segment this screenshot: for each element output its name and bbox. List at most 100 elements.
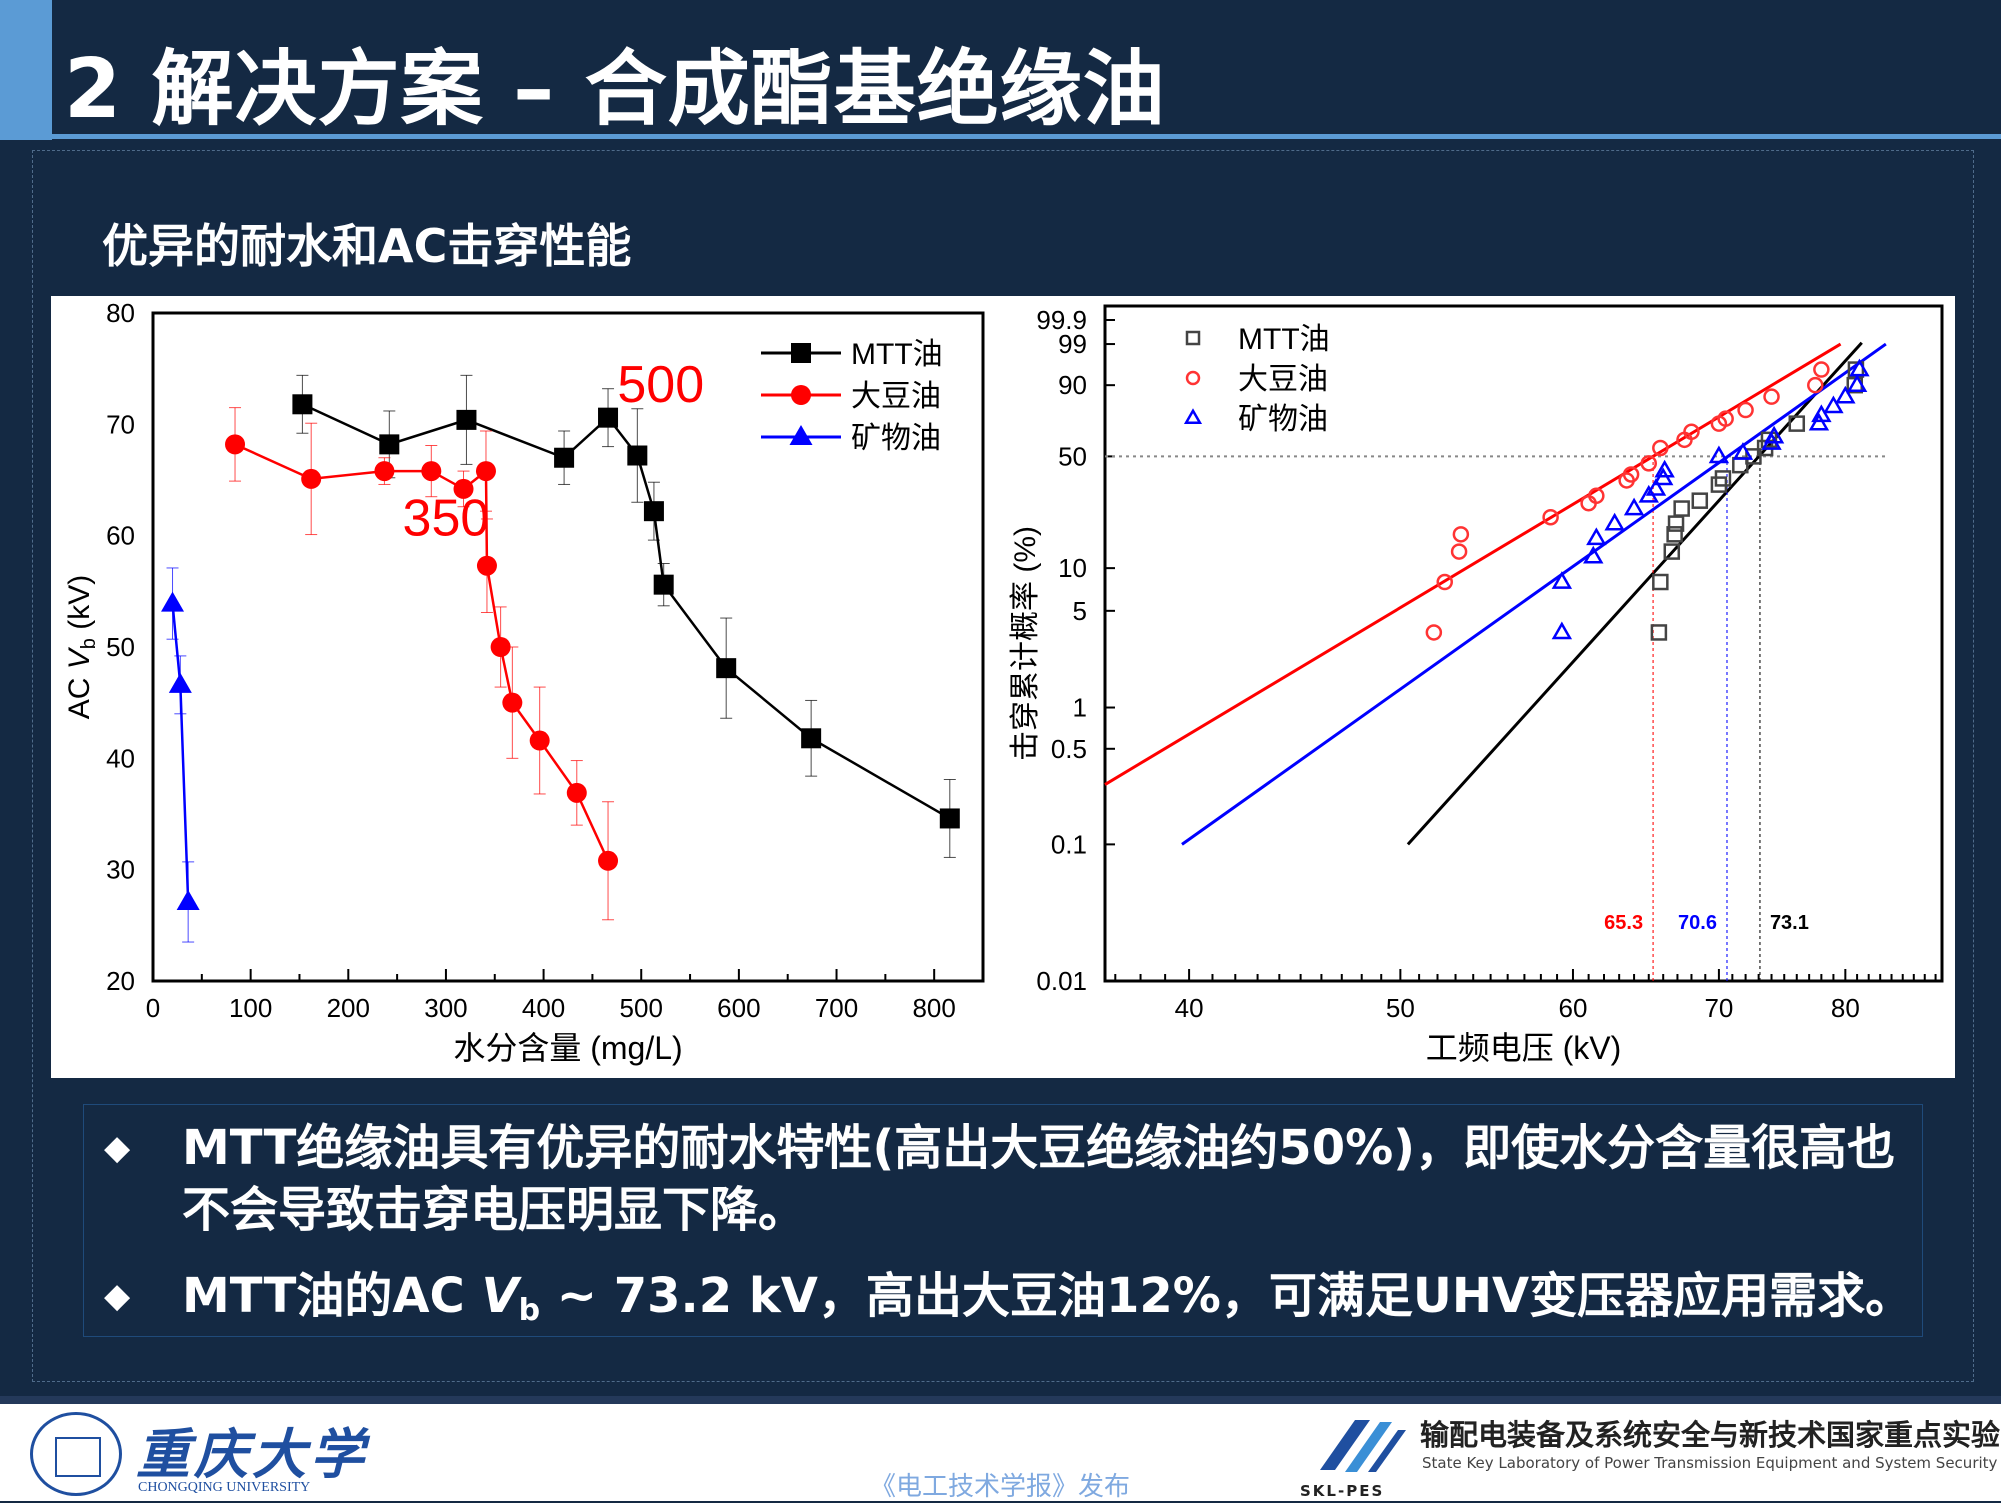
y-tick-label: 0.5 — [1051, 734, 1087, 764]
y-tick-label: 80 — [106, 298, 135, 328]
y-tick-label: 10 — [1058, 553, 1087, 583]
data-point — [1788, 415, 1806, 432]
annotation: 500 — [617, 356, 704, 414]
publisher-text: 《电工技术学报》发布 — [870, 1472, 1131, 1502]
x-tick-label: 200 — [327, 993, 370, 1023]
data-point — [1654, 459, 1675, 478]
data-point — [1846, 374, 1868, 393]
legend-marker — [791, 343, 811, 363]
data-point — [1714, 470, 1732, 487]
diamond-icon: ◆ — [104, 1276, 131, 1316]
bullet-text: MTT绝缘油具有优异的耐水特性(高出大豆绝缘油约50%)，即使水分含量很高也不会… — [182, 1120, 1896, 1238]
series-line — [234, 443, 610, 862]
data-point — [453, 478, 474, 499]
data-point — [1604, 512, 1625, 531]
data-point — [1717, 410, 1734, 427]
legend-label: MTT油 — [1238, 323, 1330, 356]
x-axis-label: 工频电压 (kV) — [1426, 1030, 1622, 1066]
data-point — [939, 808, 960, 829]
data-point — [301, 468, 322, 489]
fit-line — [1181, 342, 1887, 846]
data-point — [1691, 492, 1709, 509]
data-point — [161, 591, 185, 612]
data-point — [1813, 361, 1830, 378]
y-tick-label: 99 — [1058, 329, 1087, 359]
data-point — [1645, 478, 1667, 496]
data-point — [1652, 439, 1669, 457]
data-point — [1452, 526, 1470, 543]
data-point — [1542, 508, 1559, 526]
university-en-name: CHONGQING UNIVERSITY — [138, 1480, 311, 1495]
bullet-text-pre: MTT油的AC — [182, 1268, 482, 1324]
moisture-vs-breakdown-chart: 0 100 200 300 400 500 600 700 800 20 30 40 50 60 70 80 水… — [51, 296, 995, 1078]
data-point — [1650, 624, 1668, 641]
bullet-text: MTT油的AC Vb ~ 73.2 kV，高出大豆油12%，可满足UHV变压器应… — [182, 1265, 1922, 1342]
data-point — [476, 555, 497, 576]
y-tick-label: 60 — [106, 521, 135, 551]
data-point — [490, 637, 511, 657]
data-point — [1425, 624, 1443, 641]
footer-divider — [0, 1396, 2001, 1404]
data-point — [374, 461, 395, 482]
title-accent-bar — [0, 0, 52, 140]
data-point — [1763, 425, 1785, 444]
x-tick-label: 0 — [146, 993, 160, 1023]
y-axis-label: AC Vb (kV) — [63, 575, 100, 719]
data-point — [1663, 543, 1681, 560]
legend-label: 矿物油 — [1238, 403, 1328, 436]
chart1-svg: 0 100 200 300 400 500 600 700 800 20 30 40 50 60 70 80 水… — [63, 298, 985, 1066]
bullet-sub: b — [518, 1293, 541, 1328]
data-point — [1760, 431, 1778, 449]
fit-line — [1406, 341, 1863, 846]
bullet-var: V — [481, 1268, 519, 1324]
y-tick-label: 90 — [1058, 370, 1087, 400]
data-point — [1551, 571, 1573, 589]
y-axis-label: 击穿累计概率 (%) — [1009, 526, 1042, 761]
title-divider — [52, 134, 2001, 139]
data-point — [1588, 487, 1605, 505]
x-tick-label: 600 — [717, 993, 760, 1023]
p50-label: 70.6 — [1678, 912, 1717, 934]
legend-marker — [791, 385, 811, 405]
data-point — [502, 692, 523, 713]
data-point — [1849, 358, 1870, 377]
data-point — [1622, 466, 1640, 483]
section-subtitle: 优异的耐水和AC击穿性能 — [102, 219, 632, 273]
data-point — [598, 850, 619, 871]
y-tick-label: 30 — [106, 855, 135, 885]
y-tick-label: 1 — [1073, 693, 1087, 723]
y-tick-label: 0.1 — [1051, 829, 1087, 859]
data-point — [1436, 573, 1453, 591]
data-point — [1683, 423, 1700, 441]
legend-label: 矿物油 — [851, 422, 941, 455]
lab-en-name: State Key Laboratory of Power Transmissi… — [1422, 1454, 1998, 1472]
data-point — [1673, 500, 1690, 517]
data-point — [168, 672, 192, 693]
x-tick-label: 70 — [1704, 993, 1733, 1023]
data-point — [1807, 376, 1824, 394]
data-point — [627, 445, 648, 466]
data-point — [1823, 395, 1844, 414]
y-tick-label: 50 — [106, 632, 135, 662]
x-tick-label: 800 — [912, 993, 955, 1023]
data-point — [225, 434, 246, 455]
annotation: 350 — [403, 490, 490, 548]
lab-name: 输配电装备及系统安全与新技术国家重点实验室 — [1420, 1418, 2001, 1452]
data-point — [716, 658, 737, 679]
legend-marker — [1185, 330, 1201, 346]
legend-label: 大豆油 — [1238, 363, 1328, 396]
data-point — [1666, 526, 1683, 543]
y-tick-label: 99.9 — [1036, 305, 1087, 335]
legend-label: MTT油 — [851, 338, 943, 371]
weibull-breakdown-chart: 40 50 60 70 80 0.01 0.1 0.5 1 5 10 50 90 99 99.9 工频电压 (… — [995, 296, 1955, 1078]
data-point — [1808, 412, 1830, 431]
data-point — [1623, 497, 1645, 516]
y-tick-label: 0.01 — [1036, 966, 1087, 996]
series-line — [171, 603, 190, 902]
data-point — [1745, 448, 1762, 465]
y-tick-label: 5 — [1073, 596, 1087, 626]
data-point — [1640, 455, 1658, 472]
data-point — [1450, 543, 1468, 560]
data-point — [529, 730, 550, 751]
